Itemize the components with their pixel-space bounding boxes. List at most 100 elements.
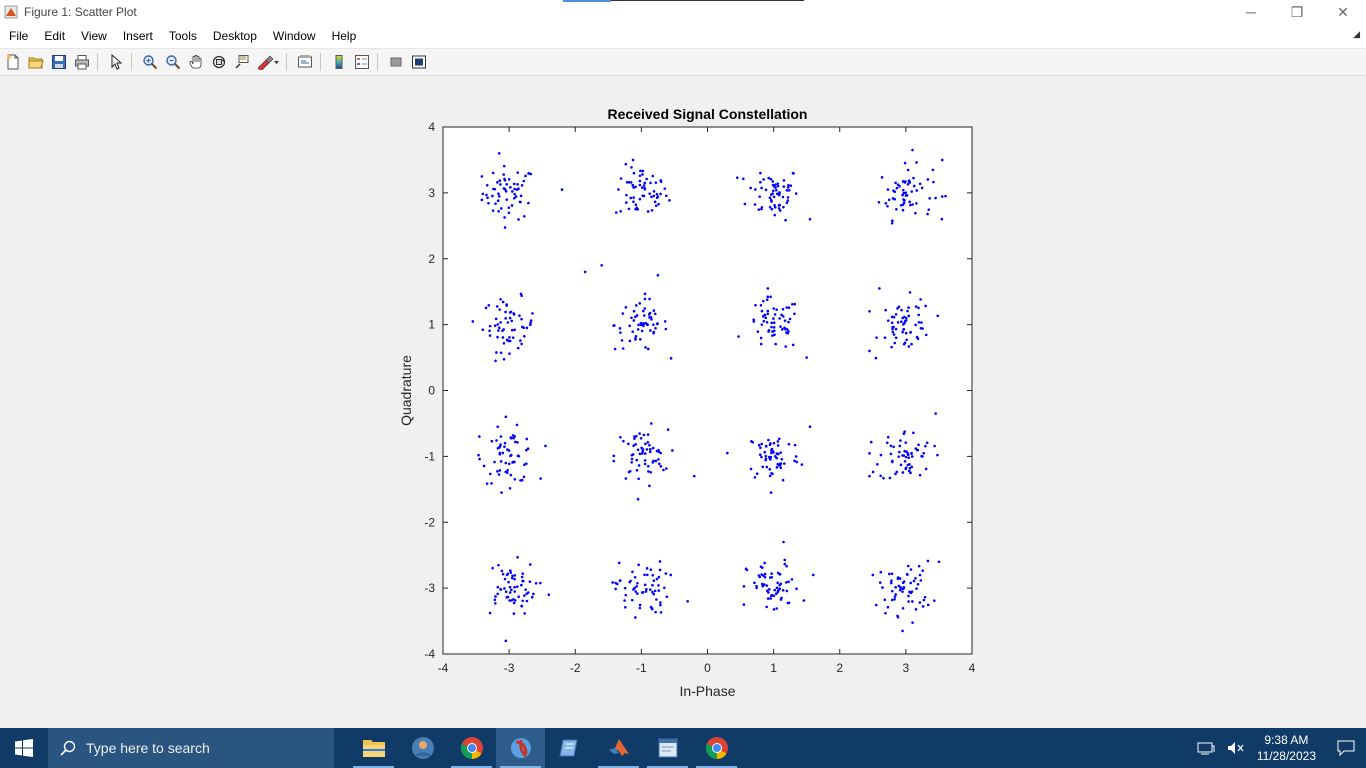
scatter-point [899,439,902,442]
scatter-point [775,188,778,192]
taskbar-file-explorer[interactable] [349,728,398,768]
start-button[interactable] [0,728,48,768]
scatter-point [762,178,765,181]
scatter-point [496,585,500,589]
taskbar-chrome-2[interactable] [692,728,741,768]
print-icon[interactable] [72,52,92,72]
scatter-point [904,467,907,471]
taskbar-search-box[interactable]: Type here to search [48,728,334,768]
hide-plot-tools-icon[interactable] [386,52,406,72]
taskbar-app-5[interactable] [545,728,594,768]
scatter-point [765,605,768,609]
action-center-button[interactable] [1326,728,1366,768]
taskbar-people[interactable] [398,728,447,768]
scatter-point [778,203,782,207]
toolbar-separator [131,53,132,71]
scatter-point [926,559,930,563]
scatter-point [761,584,765,588]
scatter-point [898,588,902,592]
scatter-point [642,309,645,313]
menu-desktop[interactable]: Desktop [212,29,257,43]
scatter-point [507,211,511,215]
save-icon[interactable] [49,52,69,72]
zoom-out-icon[interactable] [163,52,183,72]
open-icon[interactable] [26,52,46,72]
scatter-point [766,295,770,298]
scatter-point [936,314,940,318]
menu-help[interactable]: Help [331,29,357,43]
minimize-button[interactable]: ─ [1246,4,1256,20]
zoom-in-icon[interactable] [140,52,160,72]
restore-button[interactable]: ❐ [1290,3,1304,20]
scatter-point [491,566,494,570]
scatter-point [899,586,902,589]
menu-window[interactable]: Window [272,29,316,43]
data-cursor-icon[interactable] [232,52,252,72]
scatter-point [907,180,911,183]
scatter-chart[interactable]: Received Signal Constellation In-Phase Q… [0,76,1366,728]
volume-muted-icon[interactable] [1227,740,1245,756]
scatter-point [507,206,511,209]
scatter-point [502,357,506,361]
scatter-point [926,212,929,216]
scatter-point [513,328,516,332]
edit-plot-arrow-icon[interactable] [106,52,126,72]
menu-file[interactable]: File [9,29,29,43]
scatter-point [530,595,534,599]
taskbar-chrome-1[interactable] [447,728,496,768]
scatter-point [892,325,895,329]
scatter-point [907,345,911,348]
link-plot-icon[interactable] [295,52,315,72]
taskbar-app-7[interactable] [643,728,692,768]
scatter-point [504,415,508,419]
scatter-point [652,459,655,463]
scatter-point [901,203,905,206]
menu-tools[interactable]: Tools [168,29,197,43]
scatter-point [760,309,764,313]
scatter-point [624,593,628,597]
insert-legend-icon[interactable] [352,52,372,72]
pan-icon[interactable] [186,52,206,72]
scatter-point [767,176,771,180]
scatter-point [744,567,748,571]
show-plot-tools-icon[interactable] [409,52,429,72]
scatter-point [773,313,777,316]
scatter-point [889,452,893,456]
scatter-point [919,298,922,301]
scatter-point [901,330,904,334]
scatter-point [781,195,785,199]
close-button[interactable]: ✕ [1337,3,1349,20]
menu-edit[interactable]: Edit [44,29,66,43]
scatter-point [770,451,773,455]
scatter-point [628,339,632,343]
menu-insert[interactable]: Insert [122,29,153,43]
scatter-point [630,316,633,320]
scatter-point [664,327,668,331]
scatter-point [501,336,505,339]
menu-view[interactable]: View [81,29,107,43]
taskbar: Type here to search [0,728,1366,768]
taskbar-matlab[interactable] [594,728,643,768]
scatter-point [650,607,654,611]
scatter-point [886,188,890,191]
scatter-point [905,316,908,320]
network-icon[interactable] [1197,740,1215,756]
scatter-point [871,573,875,577]
scatter-point [776,182,780,185]
scatter-point [754,188,757,191]
title-accent-line [563,0,804,1]
scatter-point [504,470,508,474]
taskbar-active-app[interactable] [496,728,545,768]
scatter-point [764,188,768,192]
brush-icon[interactable] [255,52,281,72]
taskbar-clock[interactable]: 9:38 AM 11/28/2023 [1257,732,1316,764]
scatter-point [743,202,747,206]
rotate-3d-icon[interactable] [209,52,229,72]
scatter-point [641,448,644,451]
scatter-point [497,192,500,195]
scatter-point [620,339,624,342]
scatter-point [638,606,642,610]
insert-colorbar-icon[interactable] [329,52,349,72]
menu-overflow-icon[interactable]: ◢ [1353,29,1360,39]
new-figure-icon[interactable] [3,52,23,72]
